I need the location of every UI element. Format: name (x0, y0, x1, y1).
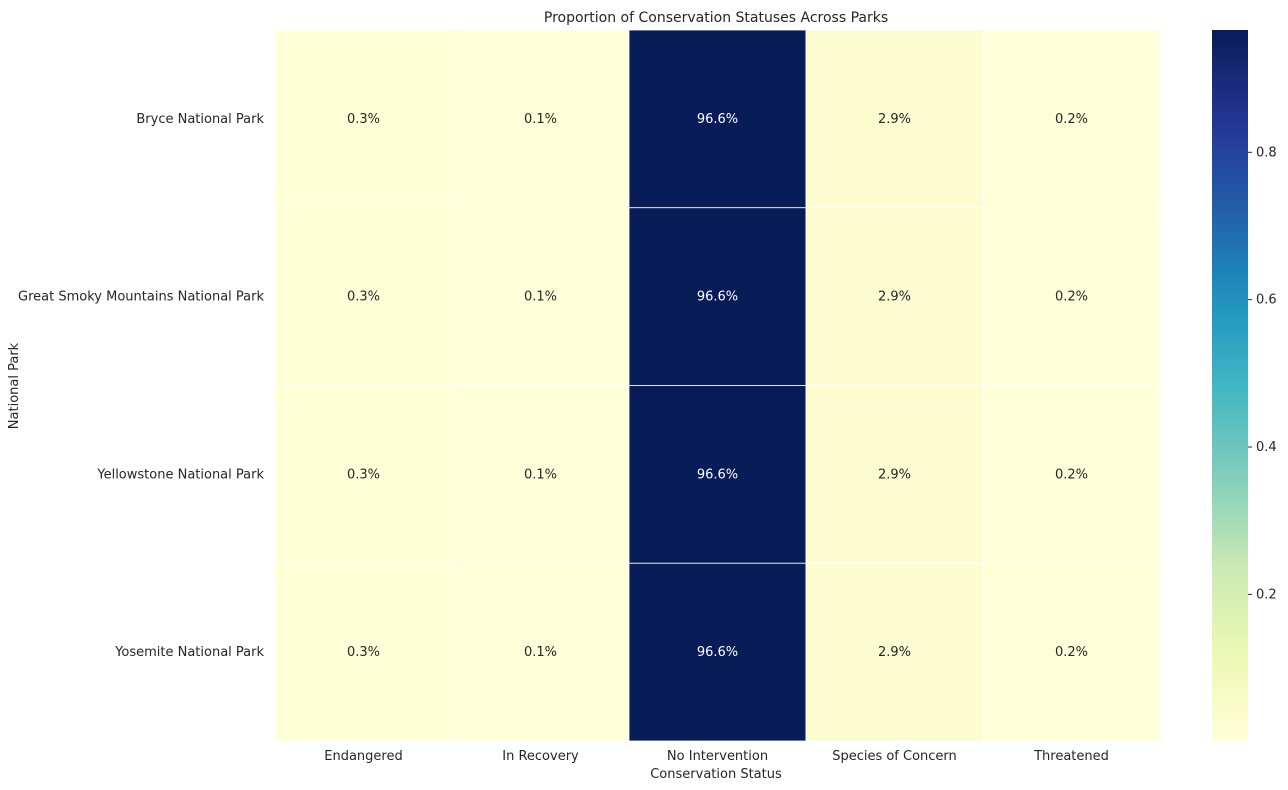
cell-value-label: 0.2% (1055, 112, 1088, 127)
heatmap-cell (451, 207, 630, 386)
x-tick-label: No Intervention (667, 749, 768, 764)
cell-value-label: 2.9% (878, 290, 911, 305)
cell-value-label: 96.6% (697, 467, 738, 482)
heatmap-cell (982, 207, 1161, 386)
heatmap-cell (982, 385, 1161, 564)
heatmap-cell (628, 562, 807, 742)
colorbar-tick-label: 0.2 (1256, 587, 1277, 602)
heatmap-cell (274, 562, 453, 742)
cell-value-label: 96.6% (697, 645, 738, 660)
cell-value-label: 2.9% (878, 467, 911, 482)
heatmap-cell (628, 207, 807, 386)
colorbar-tick-labels: 0.2 0.4 0.6 0.8 (1248, 145, 1277, 602)
cell-value-label: 0.3% (347, 290, 380, 305)
x-tick-label: Endangered (324, 749, 402, 764)
cell-value-label: 0.3% (347, 645, 380, 660)
heatmap-cell (805, 385, 984, 564)
heatmap-cell (451, 29, 630, 209)
y-axis-label: National Park (7, 342, 22, 429)
chart-title: Proportion of Conservation Statuses Acro… (544, 10, 888, 26)
cell-value-label: 96.6% (697, 290, 738, 305)
cell-value-label: 2.9% (878, 112, 911, 127)
x-tick-label: Species of Concern (832, 749, 957, 764)
heatmap-cell (451, 385, 630, 564)
heatmap-cell (628, 385, 807, 564)
heatmap-cell (805, 562, 984, 742)
colorbar-tick-label: 0.4 (1256, 440, 1277, 455)
heatmap-cells (274, 29, 1161, 742)
x-axis-label: Conservation Status (650, 767, 782, 782)
cell-value-label: 0.1% (524, 112, 557, 127)
y-tick-label: Great Smoky Mountains National Park (18, 290, 264, 305)
heatmap-cell (274, 207, 453, 386)
cell-value-label: 0.2% (1055, 467, 1088, 482)
y-tick-label: Bryce National Park (136, 112, 264, 127)
y-tick-label: Yosemite National Park (114, 645, 264, 660)
heatmap-cell-labels: 0.3% 0.1% 96.6% 2.9% 0.2% 0.3% 0.1% 96.6% 2.9% 0.… (347, 112, 1088, 660)
heatmap-cell (982, 562, 1161, 742)
y-axis-tick-labels: Bryce National Park Great Smoky Mountains… (18, 112, 264, 660)
cell-value-label: 0.1% (524, 290, 557, 305)
cell-value-label: 2.9% (878, 645, 911, 660)
heatmap-cell (628, 29, 807, 209)
cell-value-label: 0.3% (347, 467, 380, 482)
x-axis-tick-labels: Endangered In Recovery No Intervention Spec… (324, 749, 1109, 764)
cell-value-label: 0.3% (347, 112, 380, 127)
heatmap-cell (274, 29, 453, 209)
x-tick-label: Threatened (1033, 749, 1109, 764)
cell-value-label: 0.1% (524, 467, 557, 482)
x-tick-label: In Recovery (502, 749, 579, 764)
heatmap-cell (451, 562, 630, 742)
y-tick-label: Yellowstone National Park (96, 467, 264, 482)
cell-value-label: 0.1% (524, 645, 557, 660)
cell-value-label: 0.2% (1055, 645, 1088, 660)
heatmap-cell (982, 29, 1161, 209)
cell-value-label: 0.2% (1055, 290, 1088, 305)
colorbar-tick-label: 0.8 (1256, 145, 1277, 160)
heatmap-cell (805, 29, 984, 209)
colorbar-tick-label: 0.6 (1256, 293, 1277, 308)
cell-value-label: 96.6% (697, 112, 738, 127)
colorbar (1212, 30, 1248, 741)
